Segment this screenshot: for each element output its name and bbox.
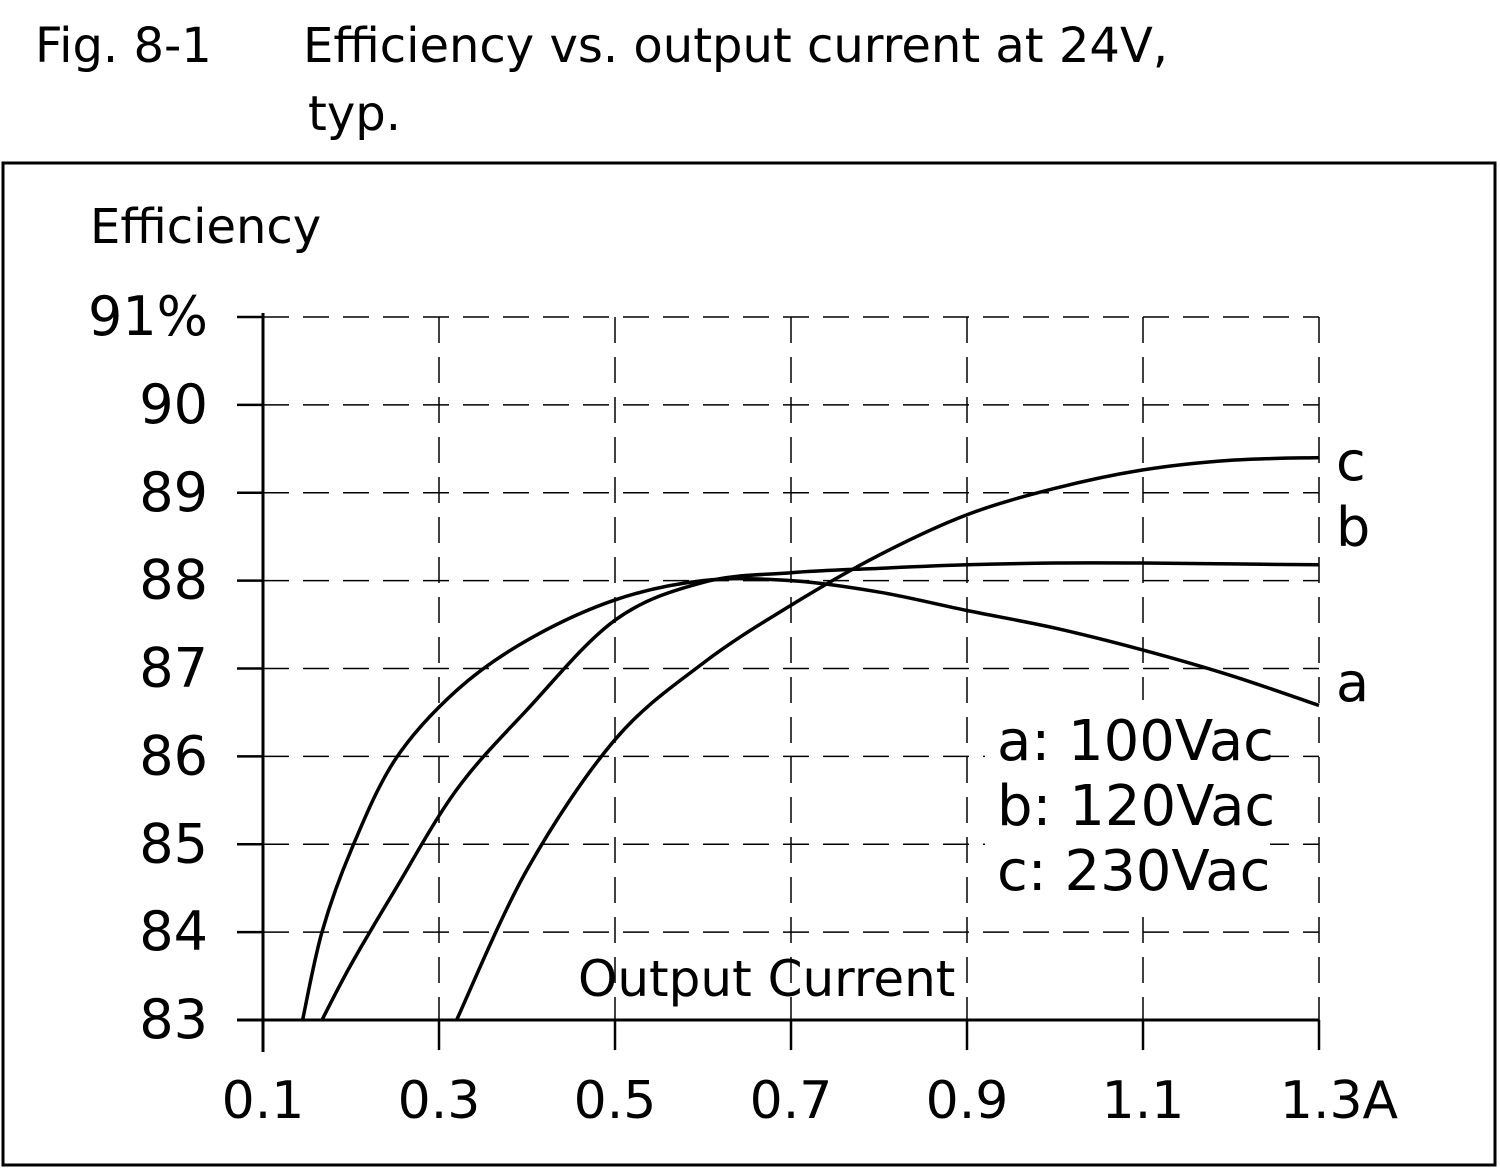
y-tick-label: 85 — [139, 812, 208, 875]
y-tick-label: 89 — [139, 461, 208, 524]
y-axis-title: Efficiency — [90, 199, 321, 255]
y-tick-label: 86 — [139, 724, 208, 787]
chart-title: Efficiency vs. output current at 24V, — [303, 18, 1168, 74]
series-end-label: b — [1336, 496, 1370, 559]
chart-title: typ. — [308, 86, 401, 142]
x-tick-label: 0.1 — [222, 1071, 305, 1131]
x-tick-label: 0.9 — [926, 1071, 1009, 1131]
x-axis-title: Output Current — [578, 950, 955, 1008]
legend-entry: a: 100Vac — [997, 709, 1274, 774]
x-tick-label: 0.3 — [398, 1071, 481, 1131]
series-end-label: c — [1336, 430, 1366, 493]
x-tick-label: 0.5 — [574, 1071, 657, 1131]
y-tick-label: 84 — [139, 900, 208, 963]
y-tick-label: 90 — [139, 373, 208, 436]
series-end-label: a — [1336, 651, 1369, 714]
series-line — [455, 455, 1320, 1021]
figure-label: Fig. 8-1 — [35, 18, 212, 74]
series-line — [320, 561, 1320, 1021]
legend-background — [985, 700, 1270, 905]
x-tick-label: 1.1 — [1102, 1071, 1185, 1131]
y-tick-label: 88 — [139, 549, 208, 612]
legend-entry: b: 120Vac — [997, 774, 1275, 839]
x-tick-label: 1.3A — [1280, 1071, 1399, 1131]
y-tick-label: 83 — [139, 988, 208, 1051]
legend-entry: c: 230Vac — [997, 839, 1270, 904]
y-tick-label: 91% — [88, 285, 208, 348]
x-tick-label: 0.7 — [750, 1071, 833, 1131]
chart-frame — [1, 161, 1497, 1167]
y-tick-label: 87 — [139, 637, 208, 700]
